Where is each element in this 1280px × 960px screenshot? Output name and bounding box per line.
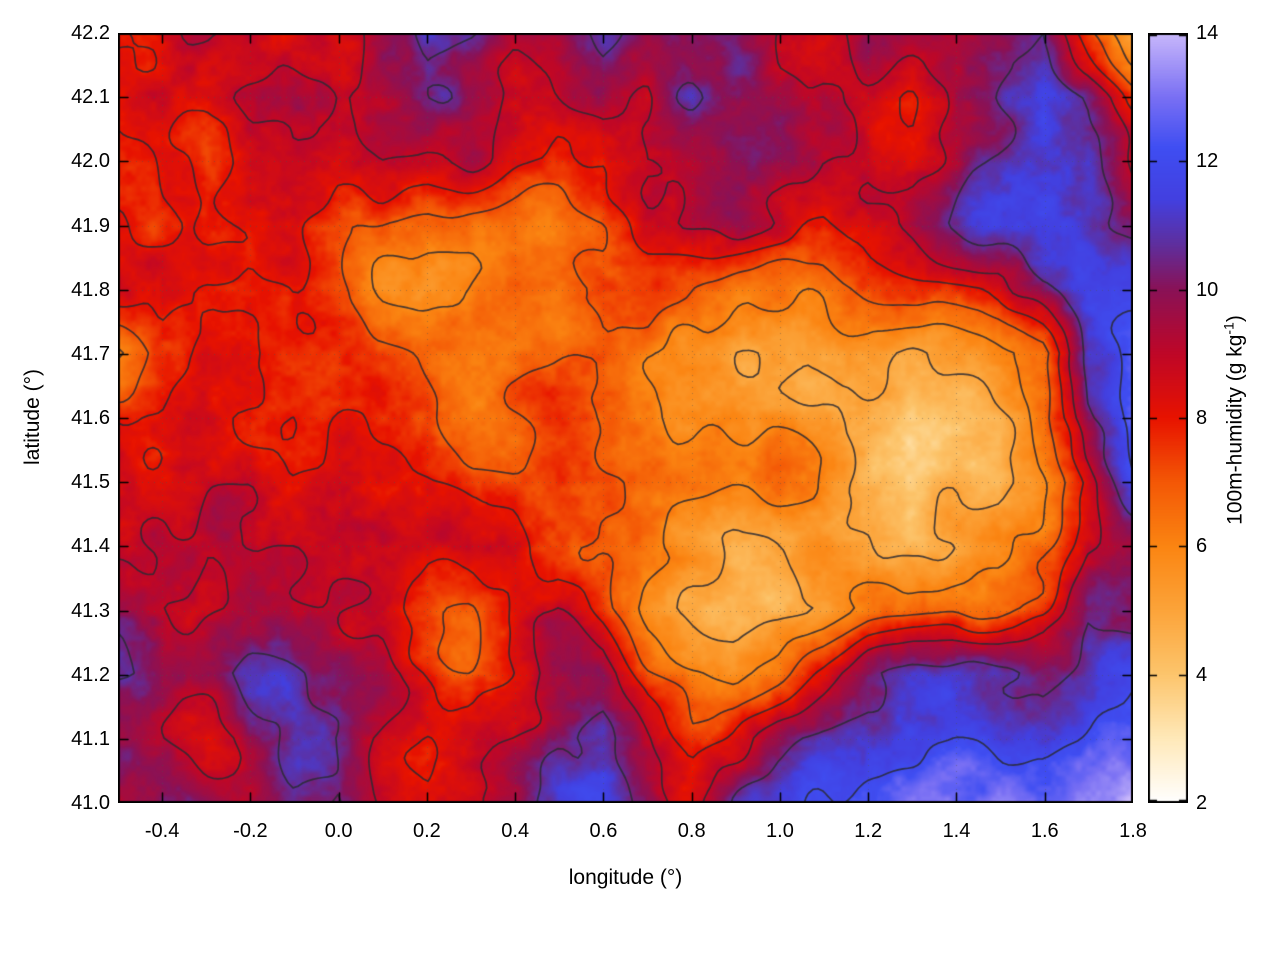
colorbar-title: 100m-humidity (g kg-1) xyxy=(1221,315,1248,525)
y-tick-label: 41.4 xyxy=(71,535,110,558)
colorbar-tick-label: 12 xyxy=(1196,150,1219,173)
x-tick-label: 0.2 xyxy=(413,820,441,842)
x-tick-label: 1.4 xyxy=(942,820,971,842)
x-tick-label: 1.0 xyxy=(766,820,794,842)
colorbar-tick-label: 14 xyxy=(1196,22,1219,44)
colorbar-canvas xyxy=(1148,33,1188,803)
x-axis-title: longitude (°) xyxy=(568,866,683,889)
x-tick-label: 0.6 xyxy=(589,820,618,842)
x-tick-label: 0.8 xyxy=(677,820,706,842)
y-tick-label: 41.2 xyxy=(71,663,110,686)
x-tick-label: -0.2 xyxy=(233,820,268,842)
colorbar-tick-label: 10 xyxy=(1196,278,1219,301)
x-tick-label: 0.4 xyxy=(501,820,530,842)
x-tick-label: -0.4 xyxy=(144,820,180,842)
x-tick-label: 1.2 xyxy=(854,820,883,842)
colorbar-tick-label: 6 xyxy=(1196,535,1208,558)
colorbar-tick-label: 8 xyxy=(1196,407,1208,429)
y-tick-label: 41.7 xyxy=(71,342,110,365)
colorbar-tick-label: 4 xyxy=(1196,663,1208,686)
x-tick-label: 1.6 xyxy=(1030,820,1059,842)
colorbar-title-superscript: -1 xyxy=(1220,322,1237,335)
x-tick-label: 1.8 xyxy=(1119,820,1147,842)
y-tick-label: 42.1 xyxy=(71,86,110,109)
colorbar-tick-label: 2 xyxy=(1196,792,1208,814)
y-tick-label: 41.5 xyxy=(71,471,110,494)
y-tick-label: 41.0 xyxy=(71,792,110,814)
y-tick-label: 42.0 xyxy=(71,150,110,173)
colorbar-title-close: ) xyxy=(1223,315,1247,323)
y-tick-label: 41.8 xyxy=(71,278,110,301)
x-tick-label: 0.0 xyxy=(324,820,353,842)
y-tick-label: 42.2 xyxy=(71,22,110,44)
y-tick-label: 41.6 xyxy=(71,407,110,429)
y-tick-label: 41.3 xyxy=(71,599,110,622)
heatmap-canvas xyxy=(118,33,1133,803)
y-tick-label: 41.9 xyxy=(71,214,110,237)
y-tick-label: 41.1 xyxy=(71,727,110,750)
colorbar-title-text: 100m-humidity (g kg xyxy=(1223,334,1247,525)
